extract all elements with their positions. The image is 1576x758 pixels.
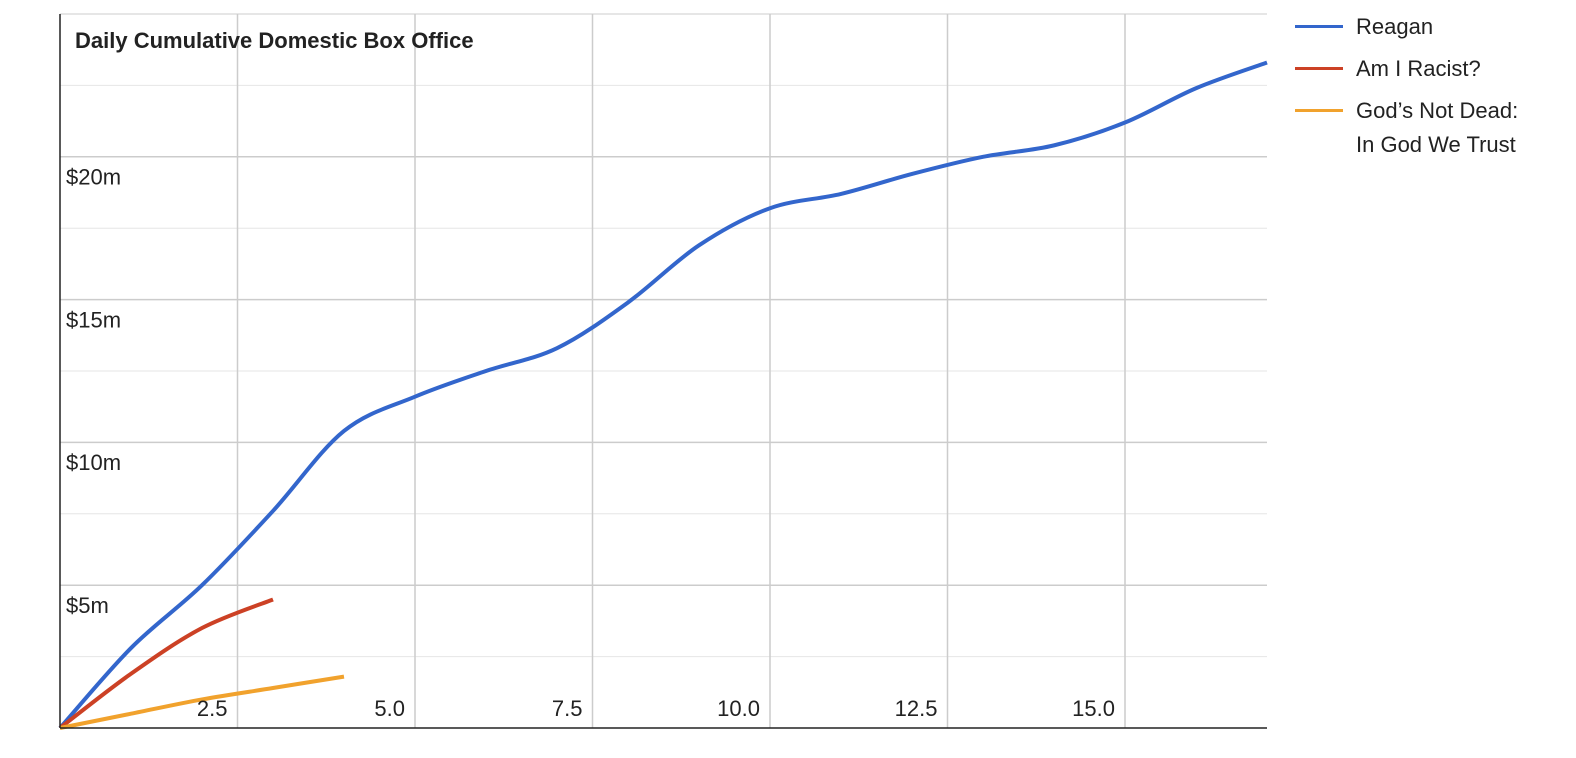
x-tick-label: 2.5	[197, 696, 228, 721]
grid	[60, 14, 1267, 728]
y-tick-label: $20m	[66, 165, 121, 190]
chart-title: Daily Cumulative Domestic Box Office	[75, 28, 474, 53]
legend-label: God’s Not Dead: In God We Trust	[1356, 98, 1519, 157]
legend-label: Reagan	[1356, 14, 1434, 39]
y-tick-label: $10m	[66, 450, 121, 475]
x-tick-label: 10.0	[717, 696, 760, 721]
x-tick-label: 5.0	[374, 696, 405, 721]
series-line	[58, 597, 274, 730]
x-tick-label: 12.5	[895, 696, 938, 721]
series-line	[58, 60, 1268, 730]
series-line	[59, 674, 345, 730]
legend-label: Am I Racist?	[1356, 56, 1481, 81]
legend-item: God’s Not Dead: In God We Trust	[1295, 94, 1565, 162]
x-tick-label: 15.0	[1072, 696, 1115, 721]
lines	[58, 60, 1268, 730]
legend: Reagan Am I Racist? God’s Not Dead: In God…	[1295, 10, 1565, 170]
x-tick-label: 7.5	[552, 696, 583, 721]
y-tick-label: $15m	[66, 307, 121, 332]
legend-swatch	[1295, 25, 1343, 28]
legend-swatch	[1295, 67, 1343, 70]
legend-swatch	[1295, 109, 1343, 112]
legend-item: Am I Racist?	[1295, 52, 1565, 86]
legend-item: Reagan	[1295, 10, 1565, 44]
y-tick-label: $5m	[66, 593, 109, 618]
